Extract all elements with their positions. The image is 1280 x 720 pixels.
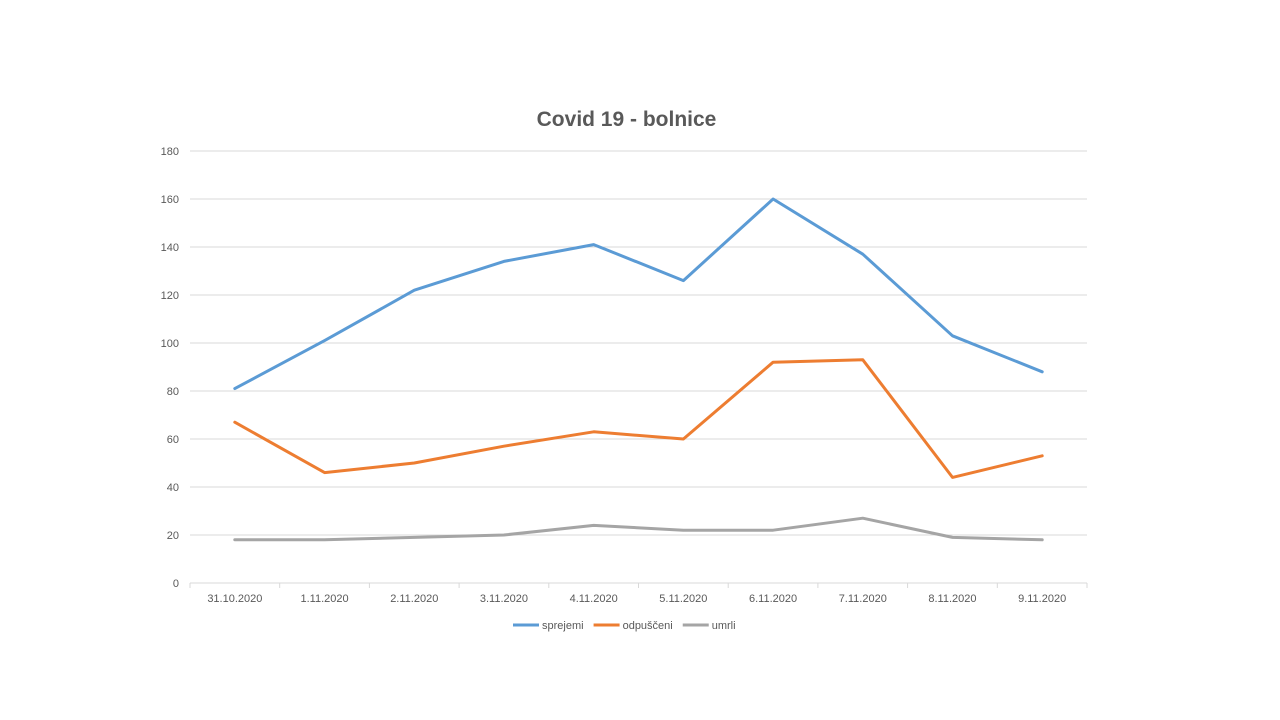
series-line-sprejemi bbox=[233, 197, 1044, 391]
series-line-umrli bbox=[233, 516, 1044, 542]
legend-label-umrli: umrli bbox=[712, 620, 736, 632]
chart-title: Covid 19 - bolnice bbox=[536, 108, 717, 131]
x-tick-label: 3.11.2020 bbox=[480, 593, 528, 605]
y-tick-label-20: 20 bbox=[167, 530, 179, 542]
x-tick-label: 1.11.2020 bbox=[300, 593, 348, 605]
y-tick-label-80: 80 bbox=[167, 386, 179, 398]
y-tick-label-40: 40 bbox=[167, 482, 179, 494]
x-tick-label: 6.11.2020 bbox=[749, 593, 797, 605]
y-tick-label-100: 100 bbox=[161, 338, 179, 350]
x-tick-label: 9.11.2020 bbox=[1018, 593, 1066, 605]
x-tick-label: 7.11.2020 bbox=[839, 593, 887, 605]
series-line-odpuščeni bbox=[233, 358, 1044, 479]
y-tick-label-180: 180 bbox=[161, 146, 179, 158]
y-tick-label-60: 60 bbox=[167, 434, 179, 446]
x-tick-label: 8.11.2020 bbox=[928, 593, 976, 605]
x-tick-label: 5.11.2020 bbox=[659, 593, 707, 605]
legend-label-sprejemi: sprejemi bbox=[542, 620, 584, 632]
x-tick-label: 2.11.2020 bbox=[390, 593, 438, 605]
x-tick-label: 31.10.2020 bbox=[207, 593, 262, 605]
legend-label-odpuščeni: odpuščeni bbox=[623, 620, 673, 632]
y-tick-label-0: 0 bbox=[173, 578, 179, 590]
y-tick-label-160: 160 bbox=[161, 194, 179, 206]
x-tick-label: 4.11.2020 bbox=[570, 593, 618, 605]
y-tick-label-140: 140 bbox=[161, 242, 179, 254]
y-tick-label-120: 120 bbox=[161, 290, 179, 302]
